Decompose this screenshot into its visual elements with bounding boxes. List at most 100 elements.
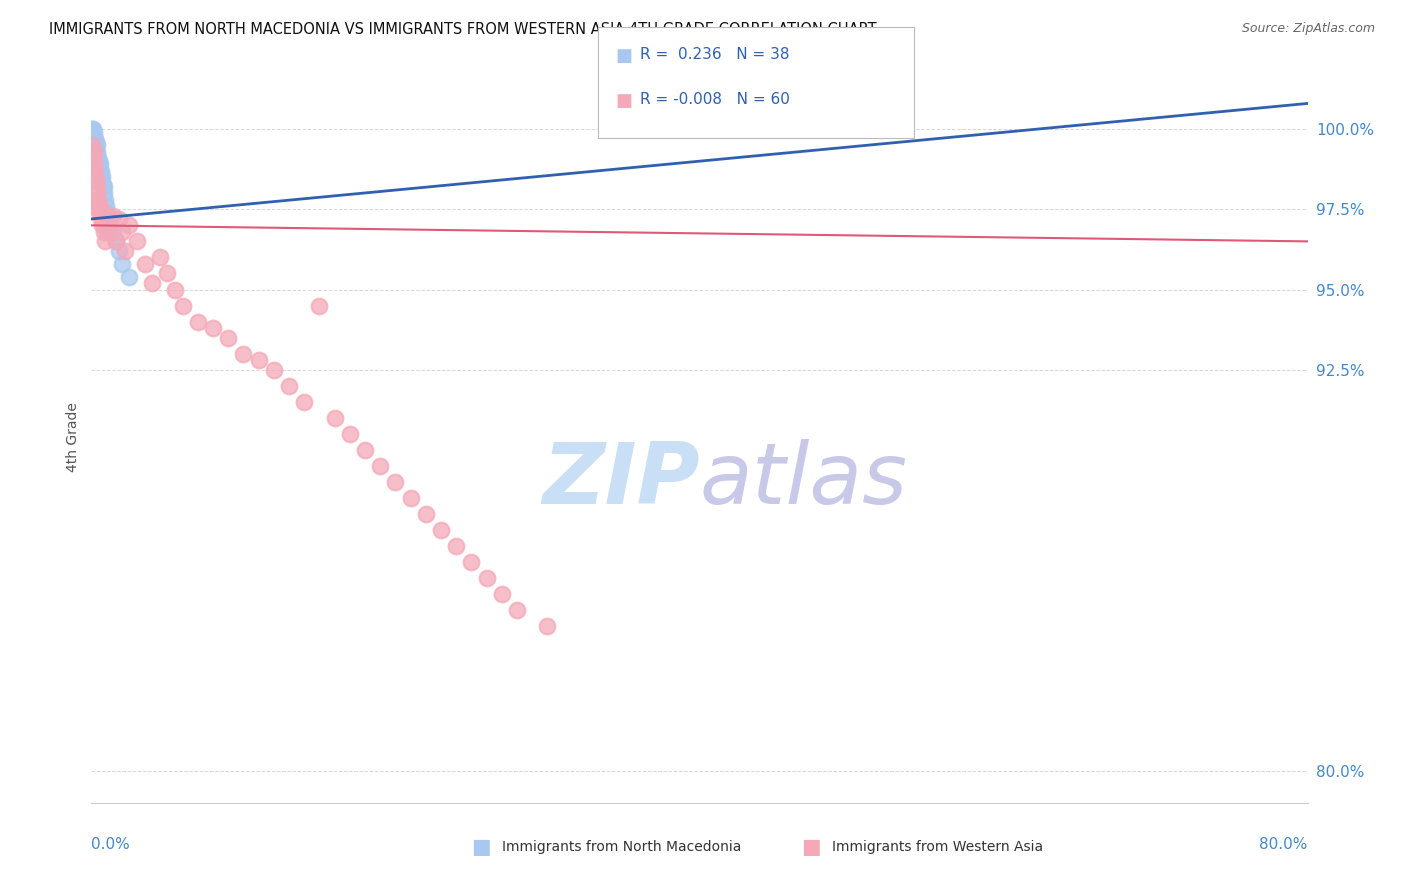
Point — [89, 157, 111, 171]
Point — [89, 205, 111, 219]
Point — [104, 235, 127, 249]
Point — [83, 138, 105, 153]
Text: ■: ■ — [616, 92, 633, 110]
Point — [202, 321, 225, 335]
Text: R = -0.008   N = 60: R = -0.008 N = 60 — [640, 92, 790, 107]
Point — [91, 219, 114, 233]
Point — [83, 125, 105, 139]
Point — [86, 157, 108, 171]
Point — [93, 225, 115, 239]
Point — [101, 209, 124, 223]
Point — [263, 362, 285, 376]
Text: atlas: atlas — [699, 440, 907, 523]
Point — [87, 193, 110, 207]
Point — [82, 148, 104, 162]
Point — [460, 555, 482, 569]
Text: ■: ■ — [801, 838, 821, 857]
Point — [111, 225, 134, 239]
Point — [96, 205, 118, 219]
Point — [87, 151, 110, 165]
Point — [83, 154, 105, 169]
Point — [187, 315, 209, 329]
Point — [84, 148, 107, 162]
Point — [83, 128, 105, 143]
Point — [91, 209, 114, 223]
Point — [107, 211, 129, 226]
Point — [90, 167, 112, 181]
Point — [339, 426, 361, 441]
Point — [82, 128, 104, 143]
Point — [86, 138, 108, 153]
Text: R =  0.236   N = 38: R = 0.236 N = 38 — [640, 47, 789, 62]
Point — [90, 202, 112, 217]
Point — [156, 267, 179, 281]
Point — [82, 122, 104, 136]
Point — [399, 491, 422, 505]
Point — [93, 179, 115, 194]
Point — [84, 135, 107, 149]
Text: ■: ■ — [616, 47, 633, 65]
Point — [101, 225, 124, 239]
Point — [125, 235, 148, 249]
Point — [149, 251, 172, 265]
Point — [415, 507, 437, 521]
Point — [89, 163, 111, 178]
Point — [93, 186, 115, 201]
Point — [232, 346, 254, 360]
Point — [91, 170, 114, 185]
Point — [98, 219, 121, 233]
Text: Source: ZipAtlas.com: Source: ZipAtlas.com — [1241, 22, 1375, 36]
Point — [96, 211, 118, 226]
Point — [97, 215, 120, 229]
Point — [84, 141, 107, 155]
Text: ZIP: ZIP — [541, 440, 699, 523]
Point — [104, 235, 127, 249]
Point — [536, 619, 558, 633]
Point — [354, 442, 377, 457]
Point — [98, 221, 121, 235]
Point — [111, 257, 134, 271]
Point — [118, 269, 141, 284]
Point — [323, 410, 346, 425]
Point — [86, 186, 108, 201]
Point — [444, 539, 467, 553]
Point — [506, 603, 529, 617]
Point — [84, 193, 107, 207]
Point — [83, 148, 105, 162]
Point — [84, 132, 107, 146]
Point — [87, 199, 110, 213]
Point — [292, 394, 315, 409]
Point — [82, 138, 104, 153]
Point — [84, 167, 107, 181]
Text: 0.0%: 0.0% — [91, 837, 131, 852]
Point — [83, 161, 105, 175]
Point — [87, 154, 110, 169]
Point — [93, 219, 115, 233]
Point — [430, 523, 453, 537]
Text: Immigrants from Western Asia: Immigrants from Western Asia — [832, 840, 1043, 855]
Point — [278, 378, 301, 392]
Point — [134, 257, 156, 271]
Text: ■: ■ — [471, 838, 491, 857]
Point — [107, 244, 129, 258]
Point — [89, 211, 111, 226]
Point — [94, 193, 117, 207]
Point — [217, 331, 239, 345]
Point — [86, 145, 108, 159]
Point — [91, 177, 114, 191]
Point — [83, 135, 105, 149]
Point — [114, 244, 136, 258]
Point — [83, 141, 105, 155]
Point — [308, 299, 330, 313]
Point — [82, 132, 104, 146]
Point — [86, 154, 108, 169]
Point — [82, 122, 104, 136]
Point — [118, 219, 141, 233]
Point — [384, 475, 406, 489]
Point — [87, 161, 110, 175]
Point — [163, 283, 186, 297]
Point — [83, 145, 105, 159]
Point — [84, 173, 107, 187]
Point — [172, 299, 194, 313]
Y-axis label: 4th Grade: 4th Grade — [66, 402, 80, 472]
